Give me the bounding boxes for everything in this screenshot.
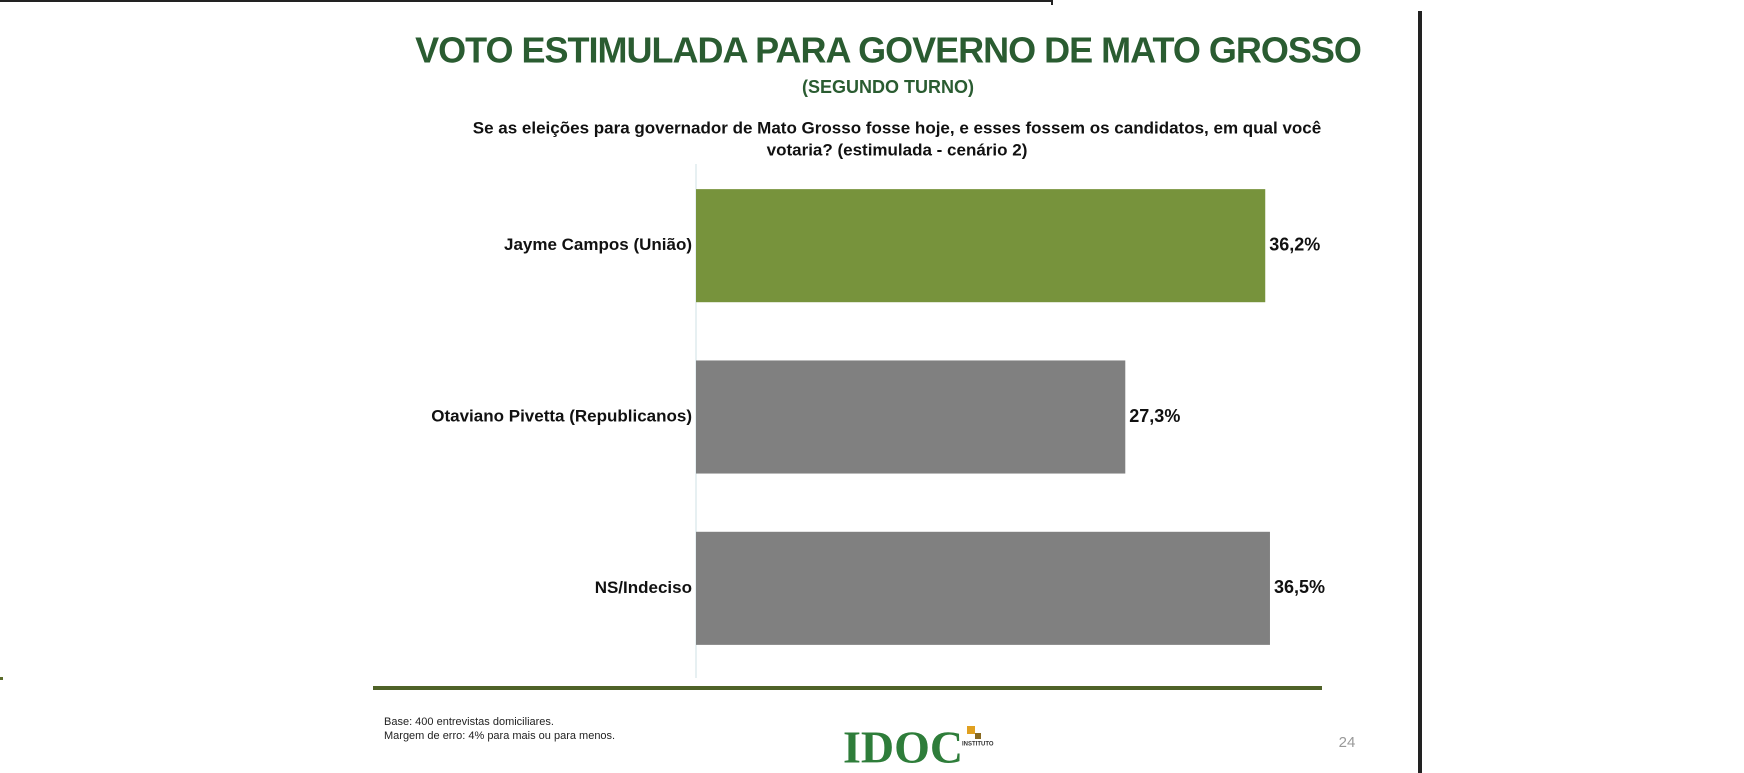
category-label: Otaviano Pivetta (Republicanos) bbox=[431, 406, 692, 425]
chart-subtitle: (SEGUNDO TURNO) bbox=[802, 77, 974, 97]
logo-square bbox=[967, 726, 975, 734]
category-label: NS/Indeciso bbox=[595, 578, 692, 597]
value-label: 27,3% bbox=[1129, 406, 1180, 426]
value-label: 36,5% bbox=[1274, 577, 1325, 597]
question: Se as eleições para governador de Mato G… bbox=[473, 118, 1321, 137]
footer-rule bbox=[373, 686, 1322, 690]
bar bbox=[696, 360, 1126, 474]
value-label: 36,2% bbox=[1269, 234, 1320, 254]
bar bbox=[696, 189, 1266, 303]
page-number: 24 bbox=[1339, 734, 1356, 751]
logo-square bbox=[975, 733, 981, 739]
chart-title: VOTO ESTIMULADA PARA GOVERNO DE MATO GRO… bbox=[415, 30, 1361, 71]
footnote: Margem de erro: 4% para mais ou para men… bbox=[384, 730, 615, 742]
logo: IDOC bbox=[843, 722, 963, 773]
question: votaria? (estimulada - cenário 2) bbox=[767, 140, 1028, 159]
category-label: Jayme Campos (União) bbox=[504, 235, 692, 254]
logo-sub: INSTITUTO bbox=[962, 742, 994, 748]
right-rule bbox=[1418, 11, 1422, 773]
left-mark bbox=[0, 677, 3, 680]
bar bbox=[696, 531, 1270, 645]
footnote: Base: 400 entrevistas domiciliares. bbox=[384, 716, 554, 728]
